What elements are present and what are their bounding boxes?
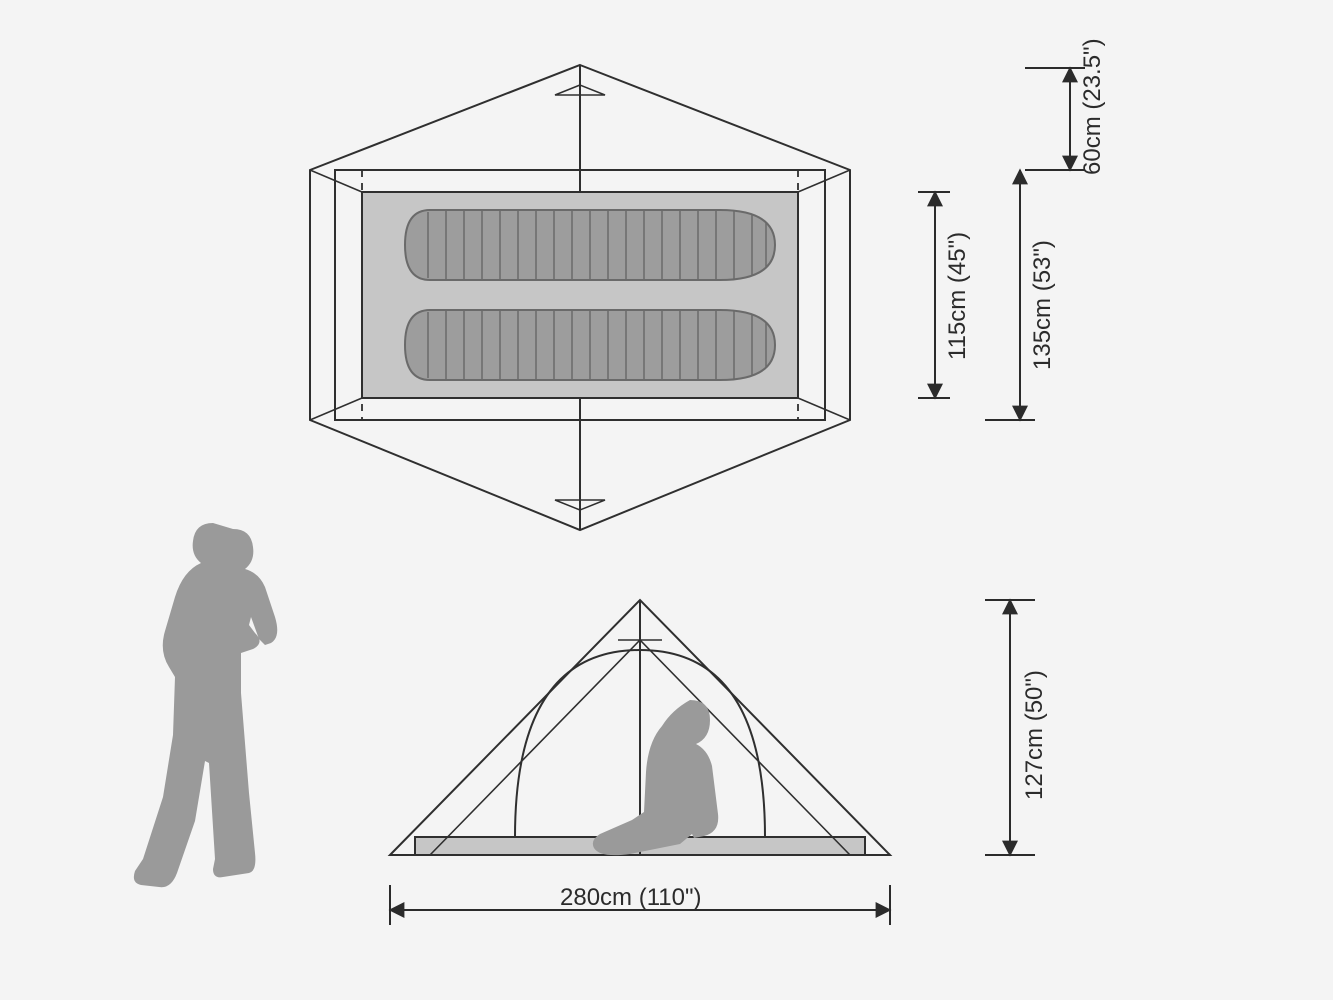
label-inner-width: 115cm (45"): [944, 232, 971, 360]
standing-person-silhouette: [134, 523, 277, 887]
label-vestibule-depth: 60cm (23.5"): [1079, 38, 1106, 175]
label-side-length: 280cm (110"): [560, 884, 701, 911]
side-view: [390, 600, 890, 855]
seated-person-silhouette: [593, 700, 718, 855]
label-outer-width: 135cm (53"): [1029, 240, 1056, 370]
label-side-height: 127cm (50"): [1021, 670, 1048, 800]
top-view: [310, 65, 850, 530]
tent-diagram: 60cm (23.5") 135cm (53") 115cm (45") 127…: [0, 0, 1333, 1000]
